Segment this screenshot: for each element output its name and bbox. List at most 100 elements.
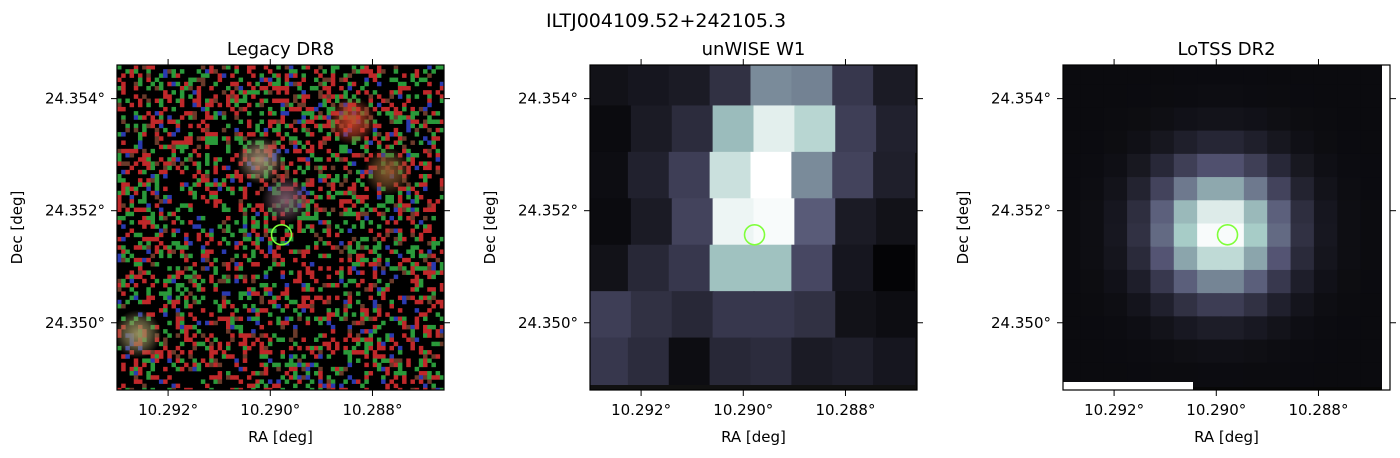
pixel-cell (1197, 362, 1222, 387)
pixel-cell (1063, 339, 1082, 364)
pixel-cell (1173, 107, 1199, 132)
pixel-cell (1197, 269, 1222, 295)
pixel-cell (1267, 293, 1292, 318)
pixel-cell (1360, 200, 1385, 225)
pixel-cell (1313, 339, 1339, 364)
pixel-cell (1103, 223, 1129, 248)
pixel-cell (1173, 339, 1199, 364)
pixel-cell (709, 244, 752, 293)
pixel-cell (1220, 84, 1245, 109)
pixel-cell (1127, 339, 1152, 364)
pixel-cell (1220, 177, 1245, 202)
pixel-cell (1313, 362, 1339, 387)
pixel-cell (709, 65, 752, 107)
pixel-cell (1337, 269, 1362, 295)
pixel-cell (1313, 84, 1339, 109)
pixel-cell (671, 291, 714, 339)
pixel-cell (590, 198, 632, 246)
y-tick-label: 24.354° (991, 90, 1051, 108)
pixel-cell (1103, 130, 1129, 155)
pixel-cell (1360, 339, 1385, 364)
pixel-cell (1337, 362, 1362, 387)
pixel-cell (1150, 223, 1175, 248)
pixel-cell (1127, 84, 1152, 109)
pixel-cell (835, 291, 878, 339)
pixel-cell (1243, 65, 1269, 86)
pixel-cell (709, 151, 752, 200)
x-tick-label: 10.292° (138, 401, 198, 419)
pixel-cell (791, 151, 834, 200)
pixel-cell (1080, 269, 1105, 295)
pixel-cell (1290, 293, 1315, 318)
panel-1: Legacy DR8 10.292° 10.290° 10.288° 24.354° 24… (8, 39, 450, 446)
pixel-cell (1243, 316, 1269, 341)
pixel-cell (1063, 293, 1082, 318)
pixel-cell (1127, 130, 1152, 155)
pixel-cell (794, 105, 837, 153)
pixel-cell (1150, 339, 1175, 364)
pixel-cell (1243, 177, 1269, 202)
pixel-cell (1080, 223, 1105, 248)
pixel-cell (1243, 339, 1269, 364)
x-axis-label: RA [deg] (248, 428, 313, 446)
pixel-cell (1313, 65, 1339, 86)
pixel-cell (590, 291, 632, 339)
pixel-cell (1290, 269, 1315, 295)
pixel-cell (1127, 107, 1152, 132)
image-2 (590, 65, 917, 390)
pixel-cell (1290, 362, 1315, 387)
pixel-cell (1243, 130, 1269, 155)
pixel-cell (1150, 130, 1175, 155)
pixel-cell (835, 198, 878, 246)
source-blob (236, 136, 285, 185)
pixel-cell (1127, 200, 1152, 225)
pixel-cell (590, 337, 629, 385)
pixel-cell (1337, 65, 1362, 86)
pixel-cell (590, 65, 629, 107)
pixel-cell (630, 198, 673, 246)
pixel-cell (1103, 316, 1129, 341)
pixel-cell (873, 65, 915, 107)
pixel-cell (1360, 153, 1385, 179)
pixel-cell (1243, 153, 1269, 179)
pixel-cell (1150, 177, 1175, 202)
pixel-cell (590, 244, 629, 293)
pixel-cell (712, 198, 755, 246)
pixel-cell (668, 244, 711, 293)
pixel-cell (1313, 153, 1339, 179)
pixel-cell (1220, 339, 1245, 364)
pixel-cell (873, 151, 915, 200)
axes-frame (589, 64, 918, 391)
pixel-cell (1103, 84, 1129, 109)
pixel-cell (832, 65, 875, 107)
pixel-cell (1337, 177, 1362, 202)
pixel-cell (1360, 293, 1385, 318)
pixel-cell (1267, 362, 1292, 387)
pixel-cell (1243, 107, 1269, 132)
pixel-cell (1243, 223, 1269, 248)
pixel-cell (750, 151, 793, 200)
pixel-cell (1173, 223, 1199, 248)
pixel-cell (1150, 293, 1175, 318)
pixel-cell (1267, 339, 1292, 364)
pixel-cell (1267, 84, 1292, 109)
pixel-cell (1337, 293, 1362, 318)
pixel-cell (668, 151, 711, 200)
pixel-cell (1127, 246, 1152, 271)
pixel-cell (876, 291, 917, 339)
pixel-cell (1267, 130, 1292, 155)
pixel-cell (627, 244, 670, 293)
pixel-cell (753, 198, 796, 246)
pixel-cell (1173, 153, 1199, 179)
pixel-cell (794, 291, 837, 339)
pixel-cell (876, 198, 917, 246)
pixel-cell (1290, 339, 1315, 364)
pixel-cell (1337, 316, 1362, 341)
pixel-cell (630, 105, 673, 153)
pixel-cell (1313, 177, 1339, 202)
pixel-cell (1103, 107, 1129, 132)
pixel-cell (668, 337, 711, 385)
pixel-cell (1063, 246, 1082, 271)
pixel-cell (1360, 362, 1385, 387)
